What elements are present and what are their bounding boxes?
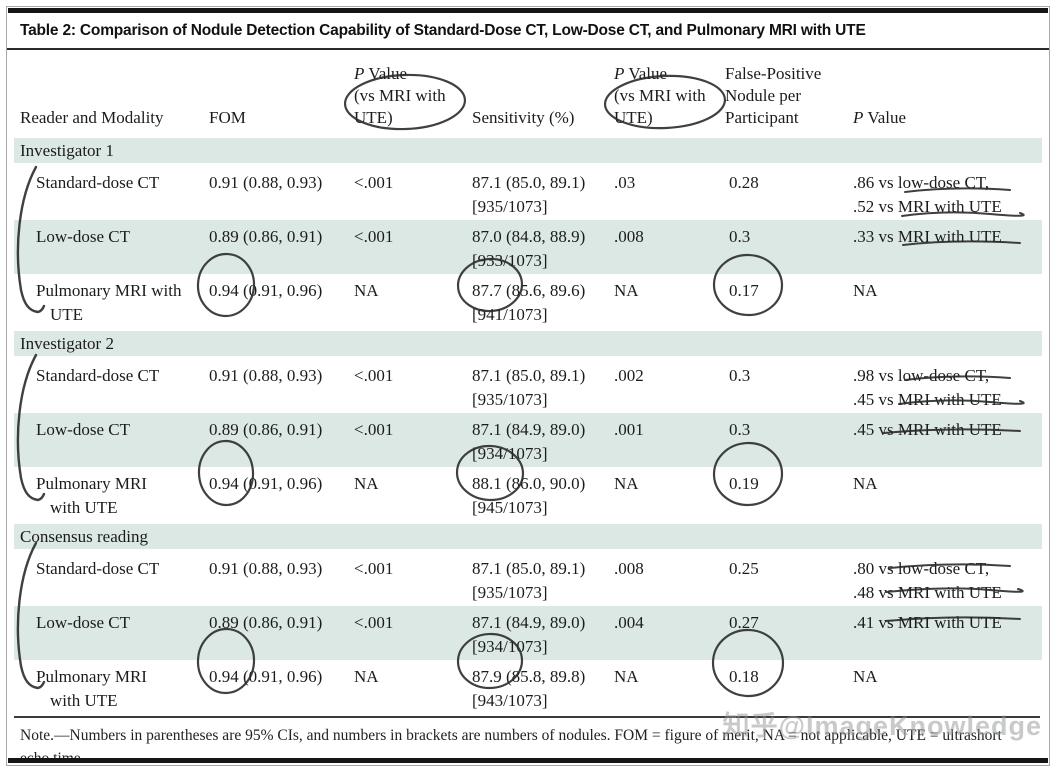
section-header-consensus: Consensus reading	[14, 521, 1042, 552]
table-row: Low-dose CT 0.89 (0.86, 0.91) <.001 87.0…	[14, 220, 1042, 274]
bottom-rule-bar	[8, 758, 1048, 763]
table-row: Standard-dose CT 0.91 (0.88, 0.93) <.001…	[36, 173, 1002, 216]
table-row: Pulmonary MRI with UTE 0.94 (0.91, 0.96) …	[36, 281, 878, 324]
p-italic: P	[614, 64, 625, 83]
col-header-sensitivity: Sensitivity (%)	[470, 50, 612, 138]
col-header-pvalue-vs-2: P Value (vs MRI with UTE)	[612, 50, 723, 138]
top-rule-bar	[8, 8, 1048, 13]
col-header-pvalue: P Value	[851, 50, 1042, 138]
col-header-reader: Reader and Modality	[14, 50, 207, 138]
table-title-block: Table 2: Comparison of Nodule Detection …	[7, 13, 1049, 50]
section-header-investigator-1: Investigator 1	[14, 135, 1042, 166]
col-header-fom: FOM	[207, 50, 352, 138]
table-row: Low-dose CT 0.89 (0.86, 0.91) <.001 87.1…	[14, 413, 1042, 467]
p-italic: P	[354, 64, 365, 83]
col-header-pvalue-vs-1: P Value (vs MRI with UTE)	[352, 50, 470, 138]
table-row: Pulmonary MRI with UTE 0.94 (0.91, 0.96) …	[36, 474, 878, 517]
table-row: Standard-dose CT 0.91 (0.88, 0.93) <.001…	[36, 366, 1002, 409]
table-header: Reader and Modality FOM P Value (vs MRI …	[14, 50, 1042, 138]
table-title: Table 2: Comparison of Nodule Detection …	[20, 22, 866, 39]
p-italic: P	[853, 108, 864, 127]
zhihu-watermark: 知乎@ImageKnowledge	[722, 711, 1042, 741]
section-header-investigator-2: Investigator 2	[14, 328, 1042, 359]
table-row: Low-dose CT 0.89 (0.86, 0.91) <.001 87.1…	[14, 606, 1042, 660]
results-table: Reader and Modality FOM P Value (vs MRI …	[14, 50, 1042, 714]
table-outer-frame: Table 2: Comparison of Nodule Detection …	[6, 6, 1050, 767]
col-header-false-positive: False-Positive Nodule per Participant	[723, 50, 851, 138]
table-row: Standard-dose CT 0.91 (0.88, 0.93) <.001…	[36, 559, 1002, 602]
